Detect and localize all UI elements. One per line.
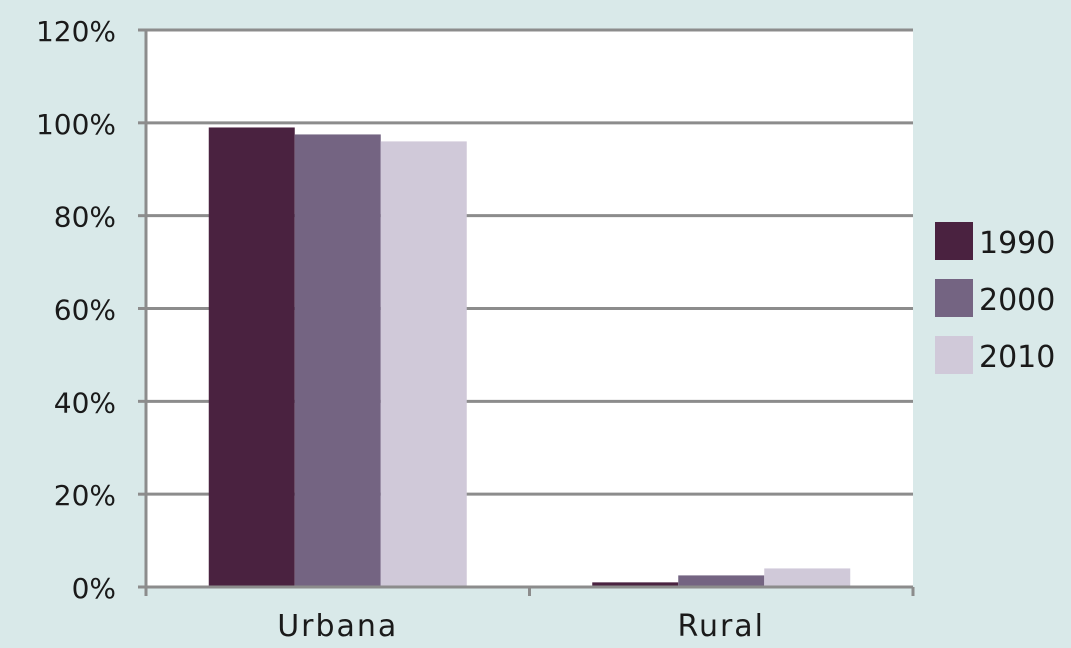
x-tick-label: Urbana [277, 609, 398, 644]
legend-swatch-2000 [935, 279, 973, 317]
legend: 1990 2000 2010 [935, 222, 1055, 375]
y-tick-label: 60% [54, 294, 116, 327]
y-tick-label: 0% [72, 572, 116, 605]
bar-rural-1990 [592, 582, 679, 587]
y-tick-labels: 0% 20% 40% 60% 80% 100% 120% [36, 15, 116, 605]
legend-label: 2000 [979, 283, 1055, 318]
y-tick-label: 80% [54, 201, 116, 234]
bar-urbana-2010 [380, 141, 467, 587]
y-tick-label: 40% [54, 386, 116, 419]
bar-urbana-1990 [208, 127, 295, 587]
bar-urbana-2000 [294, 134, 381, 587]
x-tick-labels: Urbana Rural [277, 609, 765, 644]
legend-label: 1990 [979, 226, 1055, 261]
y-tick-label: 20% [54, 479, 116, 512]
legend-swatch-1990 [935, 222, 973, 260]
bars [208, 127, 851, 587]
y-tick-label: 100% [36, 108, 116, 141]
bar-rural-2000 [678, 575, 765, 587]
y-tick-label: 120% [36, 15, 116, 48]
x-tick-label: Rural [677, 609, 765, 644]
legend-label: 2010 [979, 340, 1055, 375]
legend-swatch-2010 [935, 336, 973, 374]
bar-rural-2010 [764, 568, 851, 587]
axes [144, 30, 915, 596]
